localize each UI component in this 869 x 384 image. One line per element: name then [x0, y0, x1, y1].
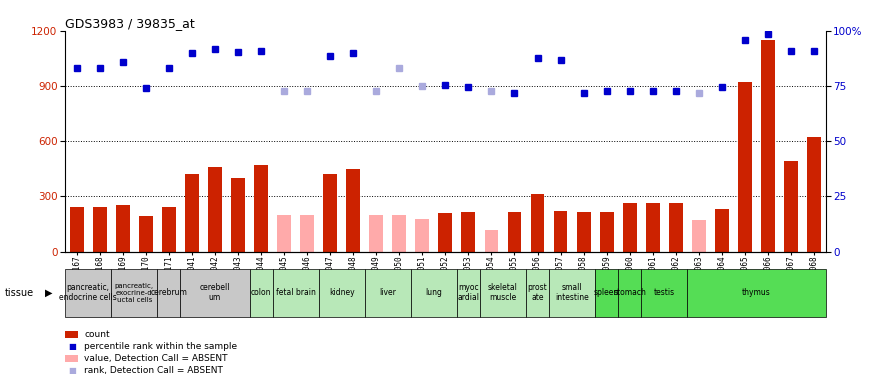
Bar: [807, 137, 821, 252]
Text: ■: ■: [68, 342, 76, 351]
Bar: [323, 174, 337, 252]
Text: cerebrum: cerebrum: [150, 288, 188, 297]
Bar: [692, 220, 706, 252]
Bar: [461, 212, 475, 252]
Bar: [111, 269, 157, 317]
Text: liver: liver: [380, 288, 396, 297]
Bar: [277, 215, 291, 252]
Text: prost
ate: prost ate: [527, 283, 547, 303]
Bar: [554, 211, 567, 252]
Bar: [415, 219, 429, 252]
Bar: [641, 269, 687, 317]
Text: colon: colon: [251, 288, 271, 297]
Bar: [761, 40, 775, 252]
Bar: [70, 207, 83, 252]
Bar: [231, 178, 245, 252]
Bar: [65, 269, 111, 317]
Bar: [715, 209, 729, 252]
Text: ▶: ▶: [45, 288, 53, 298]
Bar: [157, 269, 181, 317]
Text: GDS3983 / 39835_at: GDS3983 / 39835_at: [65, 17, 195, 30]
Bar: [687, 269, 826, 317]
Text: rank, Detection Call = ABSENT: rank, Detection Call = ABSENT: [84, 366, 223, 376]
Text: lung: lung: [426, 288, 442, 297]
Text: percentile rank within the sample: percentile rank within the sample: [84, 342, 237, 351]
Bar: [93, 207, 107, 252]
Text: cerebell
um: cerebell um: [200, 283, 230, 303]
Bar: [185, 174, 199, 252]
Text: ■: ■: [68, 366, 76, 376]
Bar: [439, 213, 452, 252]
Bar: [300, 215, 314, 252]
Text: value, Detection Call = ABSENT: value, Detection Call = ABSENT: [84, 354, 228, 363]
Text: myoc
ardial: myoc ardial: [457, 283, 480, 303]
Bar: [577, 212, 591, 252]
Bar: [595, 269, 618, 317]
Bar: [369, 215, 383, 252]
Bar: [139, 216, 153, 252]
Bar: [411, 269, 457, 317]
Text: count: count: [84, 329, 109, 339]
Bar: [485, 230, 498, 252]
Bar: [393, 215, 406, 252]
Bar: [319, 269, 365, 317]
Bar: [480, 269, 526, 317]
Bar: [618, 269, 641, 317]
Bar: [346, 169, 360, 252]
Bar: [208, 167, 222, 252]
Text: pancreatic,
exocrine-d
uctal cells: pancreatic, exocrine-d uctal cells: [115, 283, 154, 303]
Bar: [162, 207, 176, 252]
Bar: [116, 205, 129, 252]
Text: testis: testis: [653, 288, 675, 297]
Bar: [365, 269, 411, 317]
Bar: [254, 165, 268, 252]
Text: tissue: tissue: [4, 288, 34, 298]
Bar: [646, 203, 660, 252]
Bar: [549, 269, 595, 317]
Bar: [249, 269, 273, 317]
Text: pancreatic,
endocrine cells: pancreatic, endocrine cells: [59, 283, 117, 303]
Text: spleen: spleen: [594, 288, 620, 297]
Bar: [181, 269, 249, 317]
Bar: [273, 269, 319, 317]
Bar: [531, 194, 545, 252]
Text: stomach: stomach: [614, 288, 647, 297]
Bar: [600, 212, 614, 252]
Text: skeletal
muscle: skeletal muscle: [488, 283, 518, 303]
Text: small
intestine: small intestine: [555, 283, 589, 303]
Bar: [623, 203, 637, 252]
Bar: [507, 212, 521, 252]
Text: fetal brain: fetal brain: [275, 288, 315, 297]
Text: kidney: kidney: [328, 288, 355, 297]
Bar: [457, 269, 480, 317]
Bar: [738, 82, 752, 252]
Bar: [784, 161, 798, 252]
Bar: [526, 269, 549, 317]
Text: thymus: thymus: [742, 288, 771, 297]
Bar: [669, 203, 683, 252]
